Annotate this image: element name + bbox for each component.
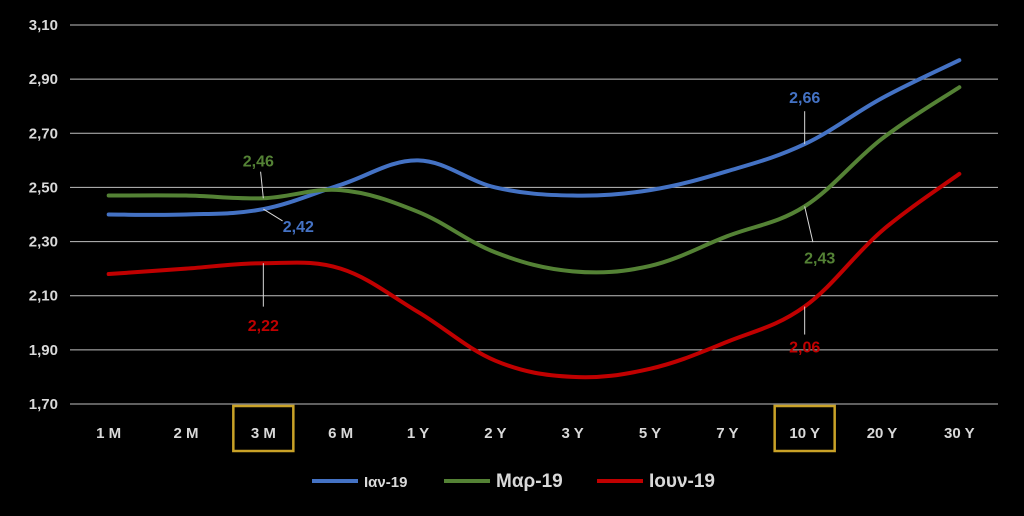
legend-label: Ιουν-19 (649, 471, 715, 492)
x-tick-label: 2 Y (484, 425, 506, 442)
x-tick-label: 3 M (251, 425, 276, 442)
series-line-2 (106, 85, 962, 275)
leader-line (804, 206, 814, 243)
series-lines (106, 58, 962, 380)
y-axis: 1,70 1,90 2,10 2,30 2,50 2,70 2,90 3,10 (29, 17, 58, 413)
y-tick-label: 2,50 (29, 179, 58, 196)
highlight-box (232, 404, 295, 453)
data-label: 2,06 (789, 340, 820, 357)
x-tick-label: 5 Y (639, 425, 661, 442)
data-label: 2,46 (243, 153, 274, 170)
y-tick-label: 2,90 (29, 71, 58, 88)
legend-label: Ιαν-19 (364, 474, 407, 491)
x-tick-label: 2 M (173, 425, 198, 442)
x-tick-label: 7 Y (716, 425, 738, 442)
y-tick-label: 1,70 (29, 396, 58, 413)
leader-line (260, 171, 264, 199)
x-tick-label: 10 Y (789, 425, 820, 442)
data-label: 2,43 (804, 250, 835, 267)
x-tick-label: 6 M (328, 425, 353, 442)
legend-label: Μαρ-19 (496, 471, 563, 492)
x-tick-label: 30 Y (944, 425, 975, 442)
data-label: 2,66 (789, 90, 820, 107)
data-label: 2,42 (283, 219, 314, 236)
data-labels: 2,42 2,66 2,46 2,43 2,22 2,06 (243, 90, 836, 356)
series-line-1 (106, 58, 962, 217)
y-tick-label: 3,10 (29, 17, 58, 34)
highlight-box (773, 404, 836, 453)
y-tick-label: 2,70 (29, 125, 58, 142)
x-tick-label: 1 M (96, 425, 121, 442)
y-tick-label: 1,90 (29, 342, 58, 359)
legend: Ιαν-19 Μαρ-19 Ιουν-19 (312, 471, 715, 492)
x-tick-label: 20 Y (867, 425, 898, 442)
leader-line (263, 208, 283, 222)
series-line-3 (106, 171, 962, 380)
x-axis: 1 M 2 M 3 M 6 M 1 Y 2 Y 3 Y 5 Y 7 Y 10 Y 20 Y 30 Y (96, 425, 974, 442)
x-tick-label: 1 Y (407, 425, 429, 442)
y-tick-label: 2,10 (29, 288, 58, 305)
data-label: 2,22 (248, 318, 279, 335)
gridlines (70, 24, 998, 405)
x-tick-label: 3 Y (562, 425, 584, 442)
category-highlights (232, 404, 836, 453)
y-tick-label: 2,30 (29, 234, 58, 251)
